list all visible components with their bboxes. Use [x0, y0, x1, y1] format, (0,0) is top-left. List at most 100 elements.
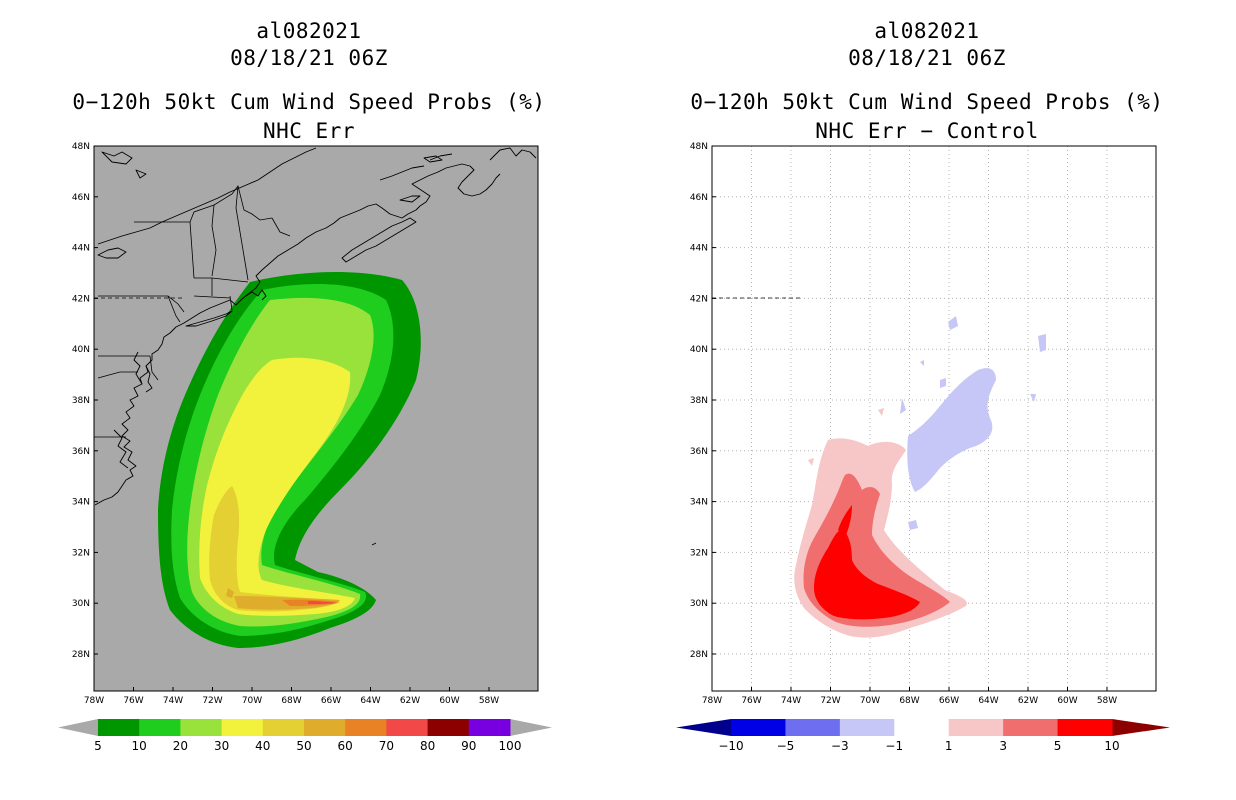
left-colorbar-swatch — [345, 719, 387, 736]
right-product-title: 0−120h 50kt Cum Wind Speed Probs (%) — [690, 90, 1164, 114]
right-lat-label: 28N — [690, 650, 708, 660]
left-lat-label: 44N — [72, 244, 90, 254]
right-lat-label: 48N — [690, 142, 708, 152]
left-colorbar-max-arrow — [510, 719, 552, 736]
right-lat-label: 40N — [690, 345, 708, 355]
prob-contour-40 — [209, 486, 340, 612]
diff-contour-pos1-a — [808, 458, 814, 466]
right-axis-labels: 48N 46N 44N 42N 40N 38N 36N 34N 32N 30N 28N 78W 76W 7… — [690, 142, 1117, 706]
right-lon-label: 78W — [702, 696, 722, 706]
left-colorbar-swatch — [180, 719, 223, 736]
diff-contour-neg1-c — [1030, 394, 1036, 402]
right-colorbar-label: 5 — [1054, 739, 1062, 753]
diff-contour-neg1-b — [1038, 334, 1046, 352]
left-colorbar-label: 90 — [461, 739, 476, 753]
right-colorbar-swatch — [785, 719, 841, 736]
right-storm-id: al082021 — [874, 19, 980, 43]
right-colorbar-label: −1 — [885, 739, 903, 753]
left-colorbar: 5 10 20 30 40 50 60 70 80 90 100 — [58, 719, 552, 753]
right-map-panel: 48N 46N 44N 42N 40N 38N 36N 34N 32N 30N 28N 78W 76W 7… — [690, 142, 1157, 706]
left-lon-label: 70W — [242, 696, 262, 706]
left-colorbar-label: 5 — [94, 739, 102, 753]
diff-contour-neg1-main — [907, 368, 996, 492]
left-colorbar-label: 30 — [214, 739, 229, 753]
right-lon-label: 72W — [820, 696, 840, 706]
right-lon-label: 76W — [741, 696, 761, 706]
left-lat-label: 32N — [72, 548, 90, 558]
left-lat-label: 28N — [72, 650, 90, 660]
left-colorbar-swatch — [468, 719, 511, 736]
diff-contour-neg1-a — [948, 316, 958, 330]
right-lon-label: 64W — [978, 696, 998, 706]
right-colorbar-label: 3 — [999, 739, 1007, 753]
left-subtitle: NHC Err — [262, 119, 355, 143]
left-lon-label: 78W — [84, 696, 104, 706]
prob-contour-70 — [308, 601, 338, 604]
left-lat-label: 38N — [72, 396, 90, 406]
left-lon-label: 64W — [360, 696, 380, 706]
left-lat-label: 48N — [72, 142, 90, 152]
right-lon-label: 70W — [860, 696, 880, 706]
left-colorbar-min-arrow — [58, 719, 98, 736]
left-colorbar-label: 20 — [173, 739, 188, 753]
right-colorbar: −10 −5 −3 −1 1 3 5 10 — [676, 719, 1170, 753]
left-colorbar-label: 60 — [338, 739, 353, 753]
right-lat-label: 46N — [690, 193, 708, 203]
right-colorbar-min-arrow — [676, 719, 731, 736]
left-datetime: 08/18/21 06Z — [230, 46, 388, 70]
right-lon-label: 58W — [1097, 696, 1117, 706]
left-axis-labels: 48N 46N 44N 42N 40N 38N 36N 34N 32N 30N 28N 78W 76W 7… — [72, 142, 499, 706]
left-map-panel: 48N 46N 44N 42N 40N 38N 36N 34N 32N 30N 28N 78W 76W 7… — [72, 142, 539, 706]
diff-contour-pos5 — [814, 528, 920, 620]
diff-contour-pos5-hook — [838, 505, 852, 535]
left-colorbar-swatch — [262, 719, 305, 736]
right-colorbar-swatch — [894, 719, 950, 736]
left-lon-label: 74W — [163, 696, 183, 706]
right-colorbar-swatch — [1003, 719, 1059, 736]
left-lat-label: 46N — [72, 193, 90, 203]
right-colorbar-max-arrow — [1112, 719, 1170, 736]
left-product-title: 0−120h 50kt Cum Wind Speed Probs (%) — [72, 90, 546, 114]
left-colorbar-label: 10 — [132, 739, 147, 753]
left-lat-label: 40N — [72, 345, 90, 355]
diff-contour-neg1-d — [900, 398, 906, 414]
right-lat-label: 42N — [690, 294, 708, 304]
right-lat-label: 32N — [690, 548, 708, 558]
diff-contour-neg1-e — [908, 520, 918, 530]
right-colorbar-swatch — [948, 719, 1004, 736]
left-colorbar-label: 50 — [296, 739, 311, 753]
right-lon-label: 66W — [939, 696, 959, 706]
prob-contour-30 — [199, 357, 355, 616]
right-datetime: 08/18/21 06Z — [848, 46, 1006, 70]
right-map-frame — [711, 145, 1157, 692]
left-lon-label: 62W — [400, 696, 420, 706]
left-lat-label: 34N — [72, 498, 90, 508]
left-colorbar-swatch — [221, 719, 264, 736]
right-colorbar-label: −10 — [718, 739, 743, 753]
right-difference-field — [794, 316, 1046, 638]
right-lon-label: 62W — [1018, 696, 1038, 706]
right-lon-label: 68W — [899, 696, 919, 706]
left-colorbar-label: 40 — [255, 739, 270, 753]
left-lon-label: 72W — [202, 696, 222, 706]
left-lon-label: 58W — [479, 696, 499, 706]
left-lon-label: 60W — [439, 696, 459, 706]
left-colorbar-swatch — [98, 719, 140, 736]
right-colorbar-swatch — [839, 719, 895, 736]
left-colorbar-label: 80 — [420, 739, 435, 753]
right-colorbar-swatch — [731, 719, 786, 736]
left-colorbar-label: 70 — [379, 739, 394, 753]
right-colorbar-label: −3 — [831, 739, 849, 753]
diff-contour-pos1-b — [878, 408, 884, 416]
right-subtitle: NHC Err − Control — [815, 119, 1039, 143]
left-lat-label: 42N — [72, 294, 90, 304]
left-colorbar-swatch — [386, 719, 429, 736]
diff-contour-neg1-g — [920, 360, 924, 366]
right-colorbar-swatch — [1057, 719, 1113, 736]
right-lon-label: 60W — [1057, 696, 1077, 706]
right-colorbar-label: 10 — [1104, 739, 1119, 753]
left-colorbar-swatch — [304, 719, 346, 736]
right-lat-label: 30N — [690, 599, 708, 609]
left-colorbar-swatch — [427, 719, 470, 736]
